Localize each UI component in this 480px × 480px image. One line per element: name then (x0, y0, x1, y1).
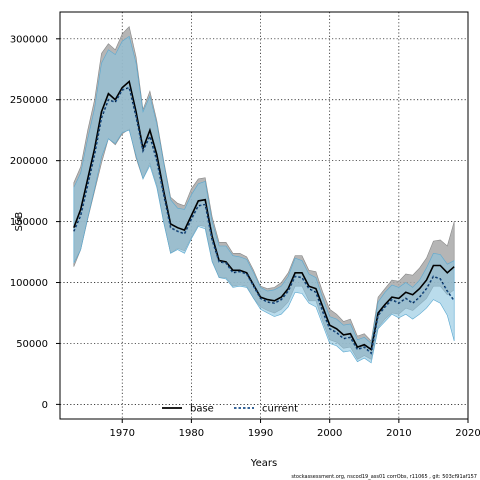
y-tick-label-200000: 200000 (10, 156, 48, 167)
y-tick-label-300000: 300000 (10, 34, 48, 45)
current-line-dots (73, 87, 455, 354)
y-tick-label-150000: 150000 (10, 217, 48, 228)
y-tick-label-0: 0 (42, 400, 48, 411)
x-axis: 1970 1980 1990 2000 2010 2020 (110, 419, 480, 439)
series-lines (73, 80, 455, 355)
y-axis-title: SSB (14, 212, 25, 232)
x-tick-label-1970: 1970 (110, 428, 135, 439)
y-tick-label-250000: 250000 (10, 95, 48, 106)
x-tick-label-1980: 1980 (179, 428, 204, 439)
confidence-bands (73, 25, 455, 364)
plot-frame (59, 11, 469, 420)
legend-current-label: current (262, 404, 298, 415)
legend: base current (162, 404, 298, 415)
legend-base-label: base (190, 404, 214, 415)
x-tick-label-2010: 2010 (386, 428, 411, 439)
y-tick-label-100000: 100000 (10, 278, 48, 289)
x-tick-label-1990: 1990 (248, 428, 273, 439)
y-tick-label-50000: 50000 (16, 339, 48, 350)
y-axis: 0 50000 100000 150000 200000 250000 300000 (10, 34, 60, 411)
x-axis-title: Years (250, 458, 277, 469)
base-line (73, 80, 455, 351)
footer-credit: stockassessment.org, nscod19_ass01 corrO… (291, 474, 477, 480)
x-tick-label-2020: 2020 (455, 428, 480, 439)
x-tick-label-2000: 2000 (317, 428, 342, 439)
